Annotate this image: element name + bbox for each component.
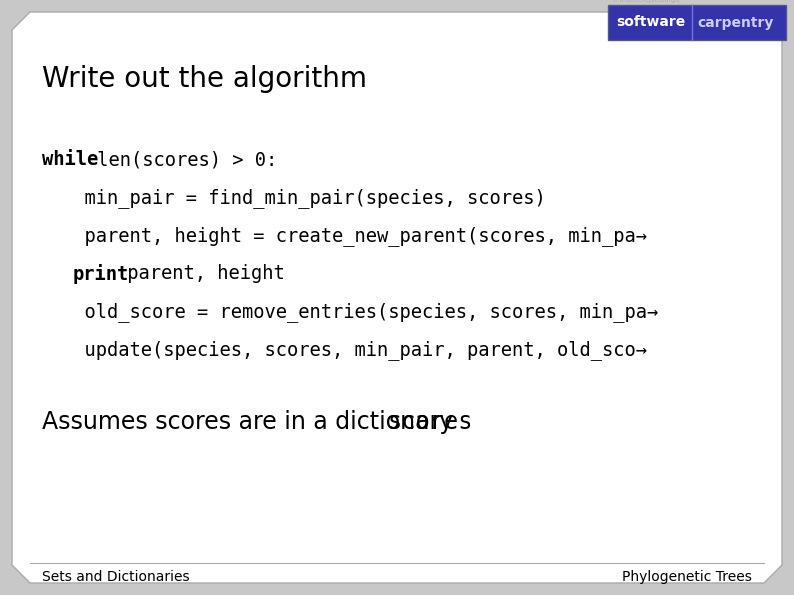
Text: update(species, scores, min_pair, parent, old_sco→: update(species, scores, min_pair, parent… (62, 340, 647, 360)
Text: if insert.rejsettings,: if insert.rejsettings, (613, 0, 681, 3)
Text: Sets and Dictionaries: Sets and Dictionaries (42, 570, 190, 584)
Text: carpentry: carpentry (698, 15, 774, 30)
Text: old_score = remove_entries(species, scores, min_pa→: old_score = remove_entries(species, scor… (62, 302, 658, 322)
Text: Write out the algorithm: Write out the algorithm (42, 65, 367, 93)
Polygon shape (12, 12, 782, 583)
Text: parent, height: parent, height (116, 264, 285, 283)
Text: min_pair = find_min_pair(species, scores): min_pair = find_min_pair(species, scores… (62, 188, 545, 208)
Text: len(scores) > 0:: len(scores) > 0: (86, 150, 277, 169)
Text: print: print (73, 264, 129, 284)
Text: Assumes scores are in a dictionary: Assumes scores are in a dictionary (42, 410, 461, 434)
Text: Phylogenetic Trees: Phylogenetic Trees (622, 570, 752, 584)
FancyBboxPatch shape (608, 5, 786, 40)
Text: parent, height = create_new_parent(scores, min_pa→: parent, height = create_new_parent(score… (62, 226, 647, 246)
Text: software: software (616, 15, 685, 30)
Text: scores: scores (388, 410, 473, 434)
Text: while: while (42, 150, 98, 169)
